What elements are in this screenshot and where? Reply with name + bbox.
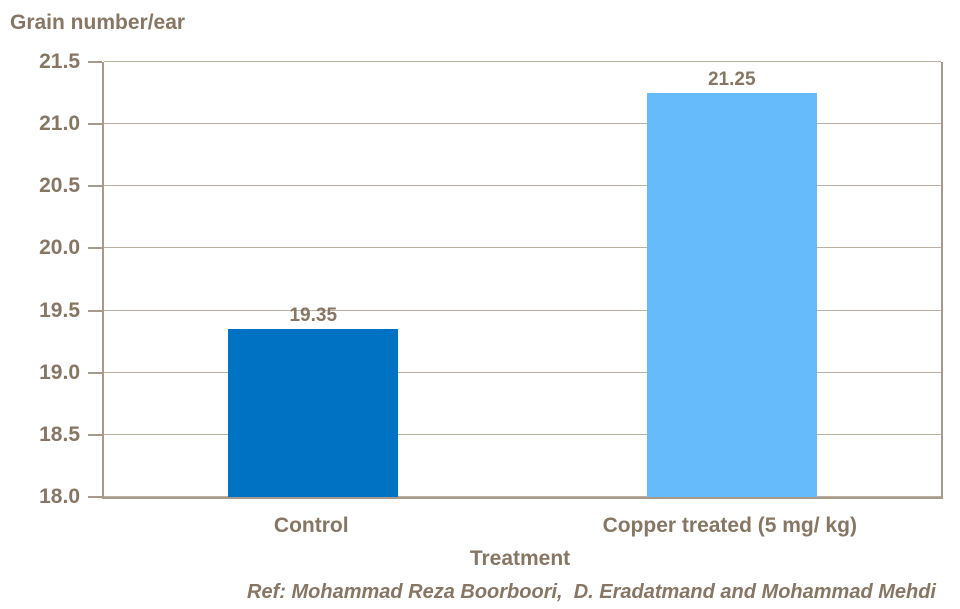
y-tick-mark-21.0 (88, 123, 102, 126)
gridline-18.5 (104, 433, 941, 435)
x-category-label-copper-treated-5-mg-kg: Copper treated (5 mg/ kg) (602, 514, 857, 537)
gridline-18.0 (104, 496, 941, 497)
y-tick-mark-21.5 (88, 61, 102, 63)
gridline-20.5 (104, 185, 941, 187)
y-tick-label-21.5: 21.5 (39, 50, 80, 73)
chart-title: Grain number/ear (10, 11, 186, 34)
y-tick-label-20.0: 20.0 (39, 236, 80, 260)
x-category-label-control: Control (273, 514, 349, 537)
bar-value-label-copper-treated-5-mg-kg: 21.25 (707, 69, 756, 91)
y-tick-label-18.5: 18.5 (39, 422, 80, 446)
y-tick-label-18.0: 18.0 (39, 485, 80, 508)
y-tick-label-21.0: 21.0 (39, 112, 80, 136)
y-tick-mark-20.0 (88, 247, 102, 250)
gridline-19.0 (104, 371, 941, 373)
y-tick-label-19.5: 19.5 (39, 298, 80, 322)
y-tick-label-20.5: 20.5 (39, 174, 80, 198)
gridline-21.5 (104, 61, 941, 62)
y-tick-mark-18.5 (88, 433, 102, 436)
gridline-19.5 (104, 309, 941, 311)
gridline-20.0 (104, 247, 941, 249)
x-axis-title: Treatment (469, 547, 571, 570)
plot-area: 19.35 21.25 (102, 61, 943, 499)
bar-control (228, 329, 399, 497)
gridline-21.0 (104, 123, 941, 125)
x-axis-labels: Control Copper treated (5 mg/ kg) (0, 514, 960, 540)
y-tick-mark-19.5 (88, 309, 102, 312)
reference-text: Ref: Mohammad Reza Boorboori, D. Eradatm… (247, 581, 936, 603)
y-tick-mark-20.5 (88, 185, 102, 188)
bar-copper-treated-5-mg-kg (646, 93, 817, 497)
y-tick-mark-18.0 (88, 496, 102, 498)
y-tick-label-19.0: 19.0 (39, 360, 80, 384)
bar-value-label-control: 19.35 (289, 305, 338, 327)
y-tick-mark-19.0 (88, 371, 102, 374)
